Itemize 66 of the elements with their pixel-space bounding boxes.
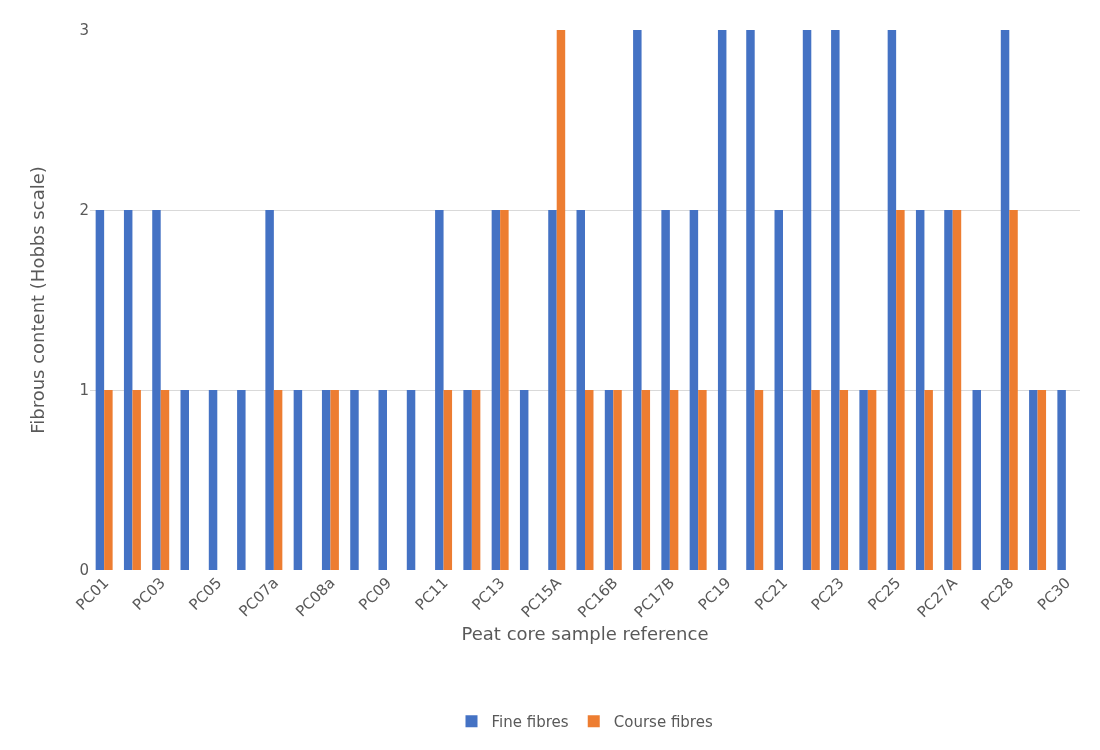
bar (585, 390, 594, 570)
y-tick-label: 2 (79, 201, 89, 220)
bar (123, 210, 133, 570)
bar (463, 390, 472, 570)
bar (839, 390, 849, 570)
bar (321, 390, 331, 570)
bar (867, 390, 877, 570)
bar (1037, 390, 1047, 570)
bar (641, 390, 651, 570)
y-tick-label: 3 (79, 21, 89, 40)
bar (152, 210, 161, 570)
bar (491, 210, 501, 570)
bar (471, 390, 481, 570)
bar (95, 210, 105, 570)
bar (831, 30, 840, 570)
bar (669, 390, 679, 570)
y-tick-label: 0 (79, 561, 89, 580)
bar (350, 390, 359, 570)
bar (774, 210, 783, 570)
bar (915, 210, 925, 570)
y-tick-label: 1 (79, 381, 89, 400)
bar (613, 390, 622, 570)
bar (689, 210, 699, 570)
bar (293, 390, 303, 570)
bar (273, 390, 283, 570)
bar (160, 390, 170, 570)
bar (746, 30, 755, 570)
bar (698, 390, 707, 570)
bar (944, 210, 953, 570)
bar (952, 210, 962, 570)
x-axis-title: Peat core sample reference (461, 623, 709, 645)
bar (435, 210, 444, 570)
legend-label: Course fibres (613, 713, 713, 732)
bar (556, 30, 566, 570)
bar (548, 210, 557, 570)
bar (896, 210, 905, 570)
bar (208, 390, 218, 570)
bar (104, 390, 113, 570)
bar (500, 210, 509, 570)
bar (519, 390, 529, 570)
bar (717, 30, 727, 570)
bar (924, 390, 933, 570)
y-axis-title: Fibrous content (Hobbs scale) (27, 166, 48, 434)
bar (576, 210, 585, 570)
bar (330, 390, 339, 570)
bar (1029, 390, 1038, 570)
bar (443, 390, 453, 570)
bar (887, 30, 897, 570)
bar (378, 390, 387, 570)
legend-label: Fine fibres (491, 713, 569, 732)
bar (265, 210, 274, 570)
bar (802, 30, 812, 570)
bar (1009, 210, 1018, 570)
bar (754, 390, 764, 570)
bar (406, 390, 416, 570)
bar (859, 390, 868, 570)
bar (1057, 390, 1066, 570)
bar (237, 390, 246, 570)
bar (132, 390, 141, 570)
bar (1000, 30, 1010, 570)
bar (604, 390, 614, 570)
bar (633, 30, 642, 570)
bar (972, 390, 981, 570)
bar (811, 390, 820, 570)
bar (661, 210, 670, 570)
bar (180, 390, 189, 570)
